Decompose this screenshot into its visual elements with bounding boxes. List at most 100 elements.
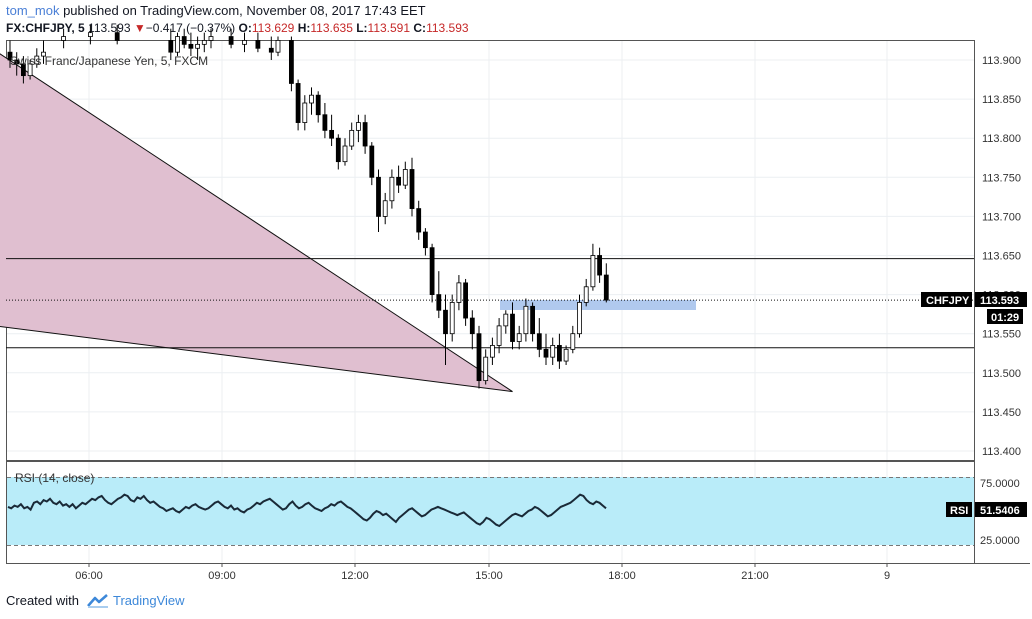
publish-text: published on TradingView.com, November 0… xyxy=(59,3,426,18)
candle xyxy=(309,87,314,115)
candle xyxy=(389,169,395,209)
price-axis-label: 113.700 xyxy=(982,211,1021,223)
created-with-label: Created with xyxy=(6,593,79,608)
candle xyxy=(456,275,462,311)
price-tag-symbol: CHFJPY xyxy=(926,295,970,307)
candle xyxy=(402,161,408,190)
footer: Created with TradingView xyxy=(6,593,185,608)
price-axis-label: 113.750 xyxy=(982,172,1021,184)
rsi-tag: RSI 51.5406 xyxy=(946,502,1027,517)
time-axis-label: 15:00 xyxy=(475,570,503,582)
low-label: L: xyxy=(356,21,368,35)
price-axis-label: 113.850 xyxy=(982,94,1021,106)
candle xyxy=(483,349,489,385)
candle xyxy=(536,318,542,358)
candle xyxy=(329,114,335,147)
candle xyxy=(342,138,348,166)
rsi-tag-value: 51.5406 xyxy=(980,505,1020,517)
time-axis-label: 18:00 xyxy=(608,570,636,582)
publish-info: tom_mok published on TradingView.com, No… xyxy=(6,3,426,18)
candle xyxy=(195,36,201,60)
triangle-drawing[interactable] xyxy=(0,43,513,393)
candle xyxy=(168,28,174,60)
rsi-band xyxy=(7,477,974,545)
rsi-title[interactable]: RSI (14, close) xyxy=(15,471,94,485)
candle xyxy=(449,294,455,342)
candle xyxy=(429,243,435,303)
candle xyxy=(557,333,562,369)
candle xyxy=(577,294,582,338)
candle xyxy=(228,28,234,49)
candle xyxy=(469,310,475,350)
candle xyxy=(288,36,294,92)
price-tag-value: 113.593 xyxy=(980,295,1019,307)
candle xyxy=(443,294,448,365)
candle xyxy=(590,243,596,291)
price-axis-label: 113.650 xyxy=(982,251,1021,263)
time-axis-label: 21:00 xyxy=(741,570,769,582)
price-axis-label: 113.400 xyxy=(982,446,1021,458)
candle xyxy=(295,79,301,131)
candle xyxy=(268,36,274,60)
candle xyxy=(550,337,556,365)
candle xyxy=(523,298,529,342)
candle xyxy=(188,32,194,57)
candle xyxy=(362,114,368,154)
tradingview-link[interactable]: TradingView xyxy=(112,593,185,608)
candle xyxy=(208,28,214,49)
price-axis-label: 113.550 xyxy=(982,329,1021,341)
candle xyxy=(335,134,341,170)
candle xyxy=(510,302,515,350)
time-axis-label: 9 xyxy=(884,570,890,582)
candle xyxy=(530,302,535,342)
candle xyxy=(61,28,66,49)
candle xyxy=(315,91,321,123)
candle xyxy=(302,95,308,131)
down-arrow-icon: ▼ xyxy=(133,21,146,35)
time-axis[interactable]: 06:00 09:00 12:00 15:00 18:00 21:00 9 xyxy=(75,563,890,582)
candle xyxy=(14,52,20,76)
close-value: 113.593 xyxy=(426,21,469,35)
low-value: 113.591 xyxy=(367,21,411,35)
candle xyxy=(114,24,120,45)
rsi-axis-75: 75.0000 xyxy=(980,478,1020,490)
price-axis-label: 113.900 xyxy=(982,55,1021,67)
candle xyxy=(355,114,361,143)
open-value: 113.629 xyxy=(251,21,295,35)
symbol-label[interactable]: FX:CHFJPY, 5 xyxy=(6,21,85,35)
candle xyxy=(349,122,355,150)
candle xyxy=(409,157,415,217)
candle xyxy=(275,36,281,57)
candle xyxy=(570,325,576,354)
candle xyxy=(175,32,180,57)
rsi-tag-label: RSI xyxy=(950,505,968,517)
time-axis-label: 06:00 xyxy=(75,570,103,582)
highlight-rectangle[interactable] xyxy=(500,300,696,310)
candle xyxy=(583,278,589,307)
candle xyxy=(463,278,469,326)
price-axis[interactable]: 113.900 113.850 113.800 113.750 113.700 113.6… xyxy=(982,55,1021,458)
candle xyxy=(20,56,26,84)
candle xyxy=(416,200,422,240)
candle xyxy=(503,310,509,334)
candlestick-series xyxy=(7,24,609,389)
candle xyxy=(597,247,602,283)
candle xyxy=(543,333,549,365)
quote-bar: FX:CHFJPY, 5 113.593 ▼−0.417 (−0.37%) O:… xyxy=(6,21,469,35)
author-link[interactable]: tom_mok xyxy=(6,3,60,18)
candle xyxy=(27,60,33,80)
last-price: 113.593 xyxy=(88,21,131,35)
open-label: O: xyxy=(238,21,252,35)
high-value: 113.635 xyxy=(310,21,353,35)
candle xyxy=(496,318,502,354)
candle xyxy=(41,40,46,64)
bar-countdown: 01:29 xyxy=(991,312,1019,324)
candle xyxy=(369,142,375,186)
rsi-line xyxy=(7,493,607,528)
candle xyxy=(255,32,261,53)
candle xyxy=(322,103,328,139)
candle xyxy=(396,165,402,193)
price-tag: CHFJPY 113.593 01:29 xyxy=(921,292,1027,324)
candle xyxy=(201,32,207,53)
